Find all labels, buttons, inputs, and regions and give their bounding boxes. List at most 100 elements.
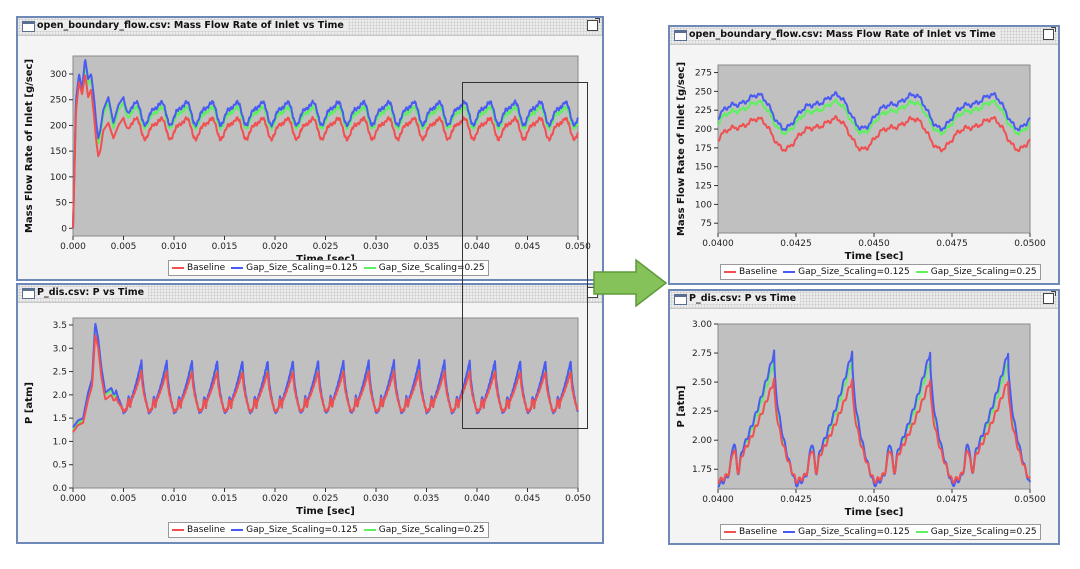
y-tick-label: 2.75 bbox=[692, 349, 712, 359]
x-axis-label: Time [sec] bbox=[845, 507, 904, 518]
x-tick-label: 0.030 bbox=[363, 494, 389, 504]
chart-window-icon bbox=[22, 21, 35, 32]
series-line-gap0125 bbox=[717, 349, 1031, 488]
plot-area bbox=[72, 55, 579, 237]
y-tick-label: 2.00 bbox=[692, 436, 712, 446]
pressure-panel-zoom: P_dis.csv: P vs Time 1.75 2.00 2.25 2.50 2.7… bbox=[668, 289, 1060, 545]
panel-title-bar[interactable]: P_dis.csv: P vs Time bbox=[18, 285, 602, 303]
legend-item-gap-025: Gap_Size_Scaling=0.25 bbox=[363, 263, 485, 273]
right-arrow-icon bbox=[593, 258, 668, 308]
x-tick-label: 0.020 bbox=[262, 494, 288, 504]
x-tick-label: 0.035 bbox=[414, 494, 440, 504]
x-tick-label: 0.015 bbox=[212, 242, 238, 252]
y-tick-label: 2.0 bbox=[53, 391, 68, 401]
legend-item-baseline: Baseline bbox=[724, 267, 777, 277]
y-tick-label: 275 bbox=[695, 69, 712, 79]
y-tick-label: 0 bbox=[61, 224, 67, 234]
y-tick-label: 200 bbox=[695, 125, 712, 135]
mass-flow-chart-full: 0 50 100 150 200 250 300 0.000 0.005 0.010 0.015 0.… bbox=[24, 55, 591, 265]
x-tick-label: 0.0475 bbox=[936, 239, 968, 249]
maximize-icon[interactable] bbox=[1043, 291, 1056, 304]
y-tick-label: 125 bbox=[695, 182, 712, 192]
panel-title: P_dis.csv: P vs Time bbox=[689, 293, 801, 304]
panel-title-bar[interactable]: open_boundary_flow.csv: Mass Flow Rate o… bbox=[18, 18, 602, 36]
x-tick-label: 0.000 bbox=[60, 242, 86, 252]
legend-label: Gap_Size_Scaling=0.25 bbox=[930, 527, 1037, 537]
legend-label: Gap_Size_Scaling=0.25 bbox=[378, 525, 485, 535]
pressure-panel-full: P_dis.csv: P vs Time 0.0 0.5 1.0 1.5 2.0 2.5 3… bbox=[16, 283, 604, 544]
x-tick-label: 0.040 bbox=[464, 242, 490, 252]
y-tick-label: 0.0 bbox=[53, 484, 68, 494]
x-tick-label: 0.0425 bbox=[780, 495, 812, 505]
y-tick-label: 200 bbox=[50, 121, 67, 131]
x-tick-label: 0.010 bbox=[161, 242, 187, 252]
legend-item-gap-025: Gap_Size_Scaling=0.25 bbox=[915, 527, 1037, 537]
y-tick-label: 100 bbox=[695, 200, 712, 210]
x-axis-label: Time [sec] bbox=[845, 251, 904, 262]
chart-legend: Baseline Gap_Size_Scaling=0.125 Gap_Size… bbox=[720, 524, 1041, 540]
legend-item-gap-0125: Gap_Size_Scaling=0.125 bbox=[783, 267, 910, 277]
plot-area bbox=[72, 317, 579, 489]
panel-title-bar[interactable]: P_dis.csv: P vs Time bbox=[670, 291, 1058, 309]
y-tick-label: 150 bbox=[50, 147, 67, 157]
y-tick-label: 175 bbox=[695, 144, 712, 154]
zoom-selection-box[interactable] bbox=[462, 82, 588, 429]
panel-title-bar[interactable]: open_boundary_flow.csv: Mass Flow Rate o… bbox=[670, 27, 1058, 45]
series-line-baseline bbox=[717, 115, 1031, 153]
y-axis-label: Mass Flow Rate of Inlet [g/sec] bbox=[676, 62, 687, 236]
x-tick-label: 0.0400 bbox=[702, 495, 734, 505]
x-tick-label: 0.0450 bbox=[858, 495, 890, 505]
x-axis-label: Time [sec] bbox=[296, 254, 355, 265]
y-axis-label: P [atm] bbox=[24, 382, 35, 424]
legend-label: Gap_Size_Scaling=0.25 bbox=[378, 263, 485, 273]
legend-label: Gap_Size_Scaling=0.125 bbox=[798, 267, 910, 277]
x-tick-label: 0.030 bbox=[363, 242, 389, 252]
legend-item-gap-0125: Gap_Size_Scaling=0.125 bbox=[783, 527, 910, 537]
legend-label: Gap_Size_Scaling=0.125 bbox=[246, 263, 358, 273]
x-tick-label: 0.005 bbox=[111, 494, 137, 504]
x-tick-label: 0.035 bbox=[414, 242, 440, 252]
x-tick-label: 0.000 bbox=[60, 494, 86, 504]
maximize-icon[interactable] bbox=[587, 18, 600, 31]
y-tick-label: 1.5 bbox=[53, 414, 67, 424]
chart-window-icon bbox=[674, 30, 687, 41]
x-tick-label: 0.015 bbox=[212, 494, 238, 504]
y-tick-label: 100 bbox=[50, 173, 67, 183]
legend-label: Baseline bbox=[739, 527, 778, 537]
x-tick-label: 0.0425 bbox=[780, 239, 812, 249]
legend-label: Baseline bbox=[739, 267, 778, 277]
y-tick-label: 3.0 bbox=[53, 344, 68, 354]
chart-legend: Baseline Gap_Size_Scaling=0.125 Gap_Size… bbox=[168, 260, 489, 276]
x-tick-label: 0.005 bbox=[111, 242, 137, 252]
plot-area bbox=[717, 323, 1031, 490]
x-tick-label: 0.0450 bbox=[858, 239, 890, 249]
series-line-gap0125 bbox=[72, 59, 579, 229]
y-tick-label: 1.75 bbox=[692, 465, 712, 475]
x-tick-label: 0.045 bbox=[515, 242, 541, 252]
maximize-icon[interactable] bbox=[1043, 27, 1056, 40]
y-tick-label: 1.0 bbox=[53, 437, 68, 447]
y-tick-label: 2.25 bbox=[692, 407, 712, 417]
legend-label: Gap_Size_Scaling=0.125 bbox=[798, 527, 910, 537]
chart-window-icon bbox=[22, 288, 35, 299]
panel-title: open_boundary_flow.csv: Mass Flow Rate o… bbox=[689, 29, 1000, 40]
mass-flow-panel-full: open_boundary_flow.csv: Mass Flow Rate o… bbox=[16, 16, 604, 281]
legend-label: Gap_Size_Scaling=0.125 bbox=[246, 525, 358, 535]
legend-label: Baseline bbox=[187, 525, 226, 535]
series-line-baseline bbox=[72, 334, 579, 433]
x-tick-label: 0.0500 bbox=[1014, 495, 1046, 505]
pressure-chart-zoom: 1.75 2.00 2.25 2.50 2.75 3.00 0.0400 0.0425 0.04… bbox=[676, 320, 1046, 518]
y-tick-label: 250 bbox=[50, 96, 67, 106]
y-tick-label: 3.00 bbox=[692, 320, 712, 330]
y-tick-label: 300 bbox=[50, 70, 67, 80]
legend-item-baseline: Baseline bbox=[172, 525, 225, 535]
legend-item-gap-0125: Gap_Size_Scaling=0.125 bbox=[231, 525, 358, 535]
panel-title: open_boundary_flow.csv: Mass Flow Rate o… bbox=[37, 20, 348, 31]
chart-legend: Baseline Gap_Size_Scaling=0.125 Gap_Size… bbox=[720, 264, 1041, 280]
x-tick-label: 0.0400 bbox=[702, 239, 734, 249]
y-axis-label: P [atm] bbox=[676, 386, 687, 428]
panel-title: P_dis.csv: P vs Time bbox=[37, 287, 149, 298]
plot-area bbox=[717, 64, 1031, 234]
y-tick-label: 3.5 bbox=[53, 321, 67, 331]
chart-legend: Baseline Gap_Size_Scaling=0.125 Gap_Size… bbox=[168, 522, 489, 538]
